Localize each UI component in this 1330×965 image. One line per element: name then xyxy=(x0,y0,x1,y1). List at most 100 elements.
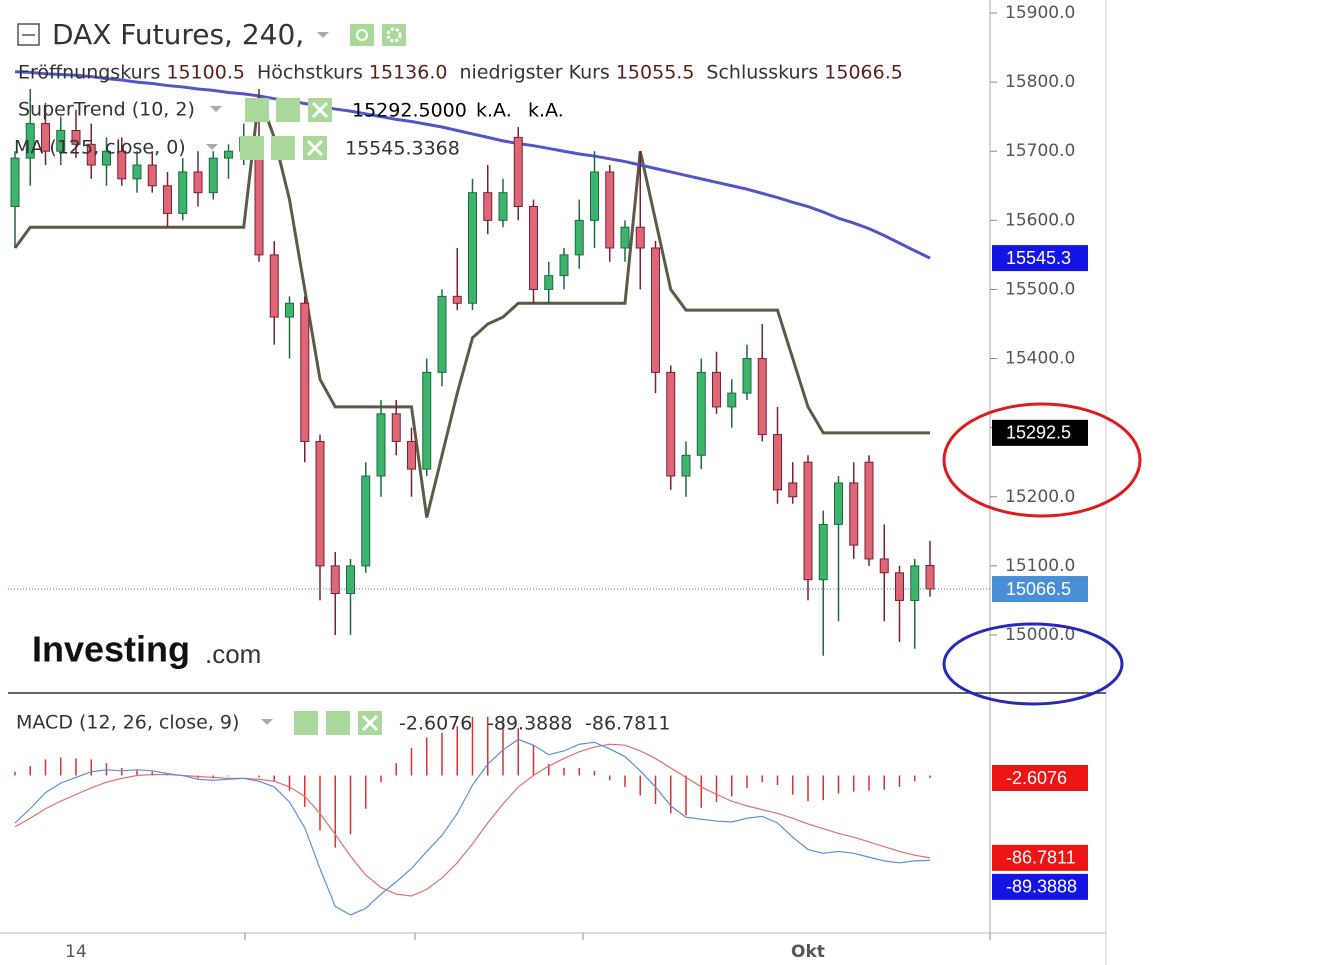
indicator-value: 15545.3368 xyxy=(345,138,460,160)
dropdown-caret[interactable] xyxy=(206,144,218,150)
collapse-button[interactable] xyxy=(17,23,40,46)
logo: Investing xyxy=(32,629,190,670)
candle-body xyxy=(10,157,20,208)
candle-body xyxy=(895,572,904,601)
x-tick-label: Okt xyxy=(791,942,825,962)
candle-body xyxy=(361,475,371,567)
candle-body xyxy=(818,523,828,581)
price-tag: 15066.5 xyxy=(1006,579,1071,599)
candle-body xyxy=(25,123,35,159)
y-tick-label: 15000.0 xyxy=(1005,625,1075,645)
visibility-icon[interactable] xyxy=(350,24,374,46)
dropdown-caret[interactable] xyxy=(317,32,329,38)
candle-body xyxy=(163,185,172,214)
candle-body xyxy=(529,206,538,290)
indicator-value: -86.7811 xyxy=(585,713,670,735)
candle-body xyxy=(193,171,203,194)
dropdown-caret[interactable] xyxy=(261,719,273,725)
candle-body xyxy=(376,413,386,477)
legend-label: Höchstkurs xyxy=(257,62,363,84)
legend-label: niedrigster Kurs xyxy=(459,62,609,84)
dropdown-caret[interactable] xyxy=(210,106,222,112)
candle-body xyxy=(71,129,81,145)
candle-body xyxy=(590,171,599,221)
settings-icon[interactable] xyxy=(271,136,295,160)
y-tick-label: 15500.0 xyxy=(1005,279,1075,299)
x-glyph xyxy=(311,101,329,119)
indicator-value: -89.3888 xyxy=(487,713,572,735)
x-glyph xyxy=(306,139,324,157)
candle-body xyxy=(696,371,706,456)
macd-tag: -89.3888 xyxy=(1006,877,1077,897)
legend-label: Schlusskurs xyxy=(706,62,818,84)
candle-body xyxy=(757,358,767,436)
candle-body xyxy=(910,565,920,601)
visibility-icon[interactable] xyxy=(240,136,264,160)
title-icons[interactable] xyxy=(350,24,406,46)
indicator-icons[interactable] xyxy=(245,98,332,122)
settings-icon[interactable] xyxy=(326,711,350,735)
candle-body xyxy=(269,254,279,318)
candle-body xyxy=(879,558,889,574)
indicator-icons[interactable] xyxy=(294,711,382,735)
candle-body xyxy=(544,275,554,290)
candle-body xyxy=(483,192,493,221)
y-tick-label: 15700.0 xyxy=(1005,141,1075,161)
candle-body xyxy=(635,226,645,249)
candle-body xyxy=(620,226,630,249)
time-ticks xyxy=(244,933,991,940)
histogram-tag: -2.6076 xyxy=(1006,768,1067,788)
candle-body xyxy=(834,482,843,525)
indicator-value: k.A. xyxy=(528,100,564,122)
candle-body xyxy=(224,150,233,159)
legend-label: Eröffnungskurs xyxy=(18,62,160,84)
candle-body xyxy=(574,219,584,256)
candle-body xyxy=(391,413,401,442)
candle-body xyxy=(117,150,127,180)
macd-tag-box xyxy=(992,873,1088,900)
ohlc-legend: Eröffnungskurs 15100.5 Höchstkurs 15136.0 ni… xyxy=(18,62,903,84)
histogram-tag-box xyxy=(992,765,1088,792)
candle-body xyxy=(86,143,96,166)
candle-body xyxy=(559,254,569,277)
eye-glyph xyxy=(356,29,368,41)
visibility-icon[interactable] xyxy=(294,711,318,735)
y-tick-label: 15200.0 xyxy=(1005,487,1075,507)
supertrend-tag: 15292.5 xyxy=(1006,423,1071,443)
candle-body xyxy=(681,454,691,477)
candle-body xyxy=(651,247,660,373)
candle-body xyxy=(498,192,508,221)
highlight-ellipse xyxy=(942,622,1124,706)
candle-body xyxy=(178,171,188,214)
supertrend-tag-box xyxy=(992,419,1088,446)
overlay-line xyxy=(14,70,931,260)
logo-suffix: .com xyxy=(205,639,261,669)
indicator-name: MA (125, close, 0) xyxy=(14,137,186,159)
candle-body xyxy=(437,295,447,373)
highlight-ellipse xyxy=(942,402,1142,518)
candle-body xyxy=(712,371,721,408)
legend-value: 15136.0 xyxy=(369,62,448,84)
candle-body xyxy=(300,302,310,442)
y-tick-label: 15900.0 xyxy=(1005,3,1075,23)
candle-body xyxy=(727,392,737,408)
candle-body xyxy=(422,371,432,470)
ma-tag-box xyxy=(992,245,1088,272)
settings-icon[interactable] xyxy=(382,24,406,46)
macd-line xyxy=(14,743,931,897)
y-tick-label: 15400.0 xyxy=(1005,349,1075,369)
candle-body xyxy=(513,136,523,208)
candle-body xyxy=(315,440,325,567)
candle-body xyxy=(407,440,416,470)
candle-body xyxy=(925,565,935,590)
indicator-icons[interactable] xyxy=(240,136,327,160)
visibility-icon[interactable] xyxy=(245,98,269,122)
x-tick-label: 14 xyxy=(65,942,87,962)
chart-title: DAX Futures, 240, xyxy=(52,18,304,51)
candle-body xyxy=(102,150,111,166)
macd-line xyxy=(14,738,931,916)
settings-icon[interactable] xyxy=(276,98,300,122)
candle-body xyxy=(666,371,676,477)
